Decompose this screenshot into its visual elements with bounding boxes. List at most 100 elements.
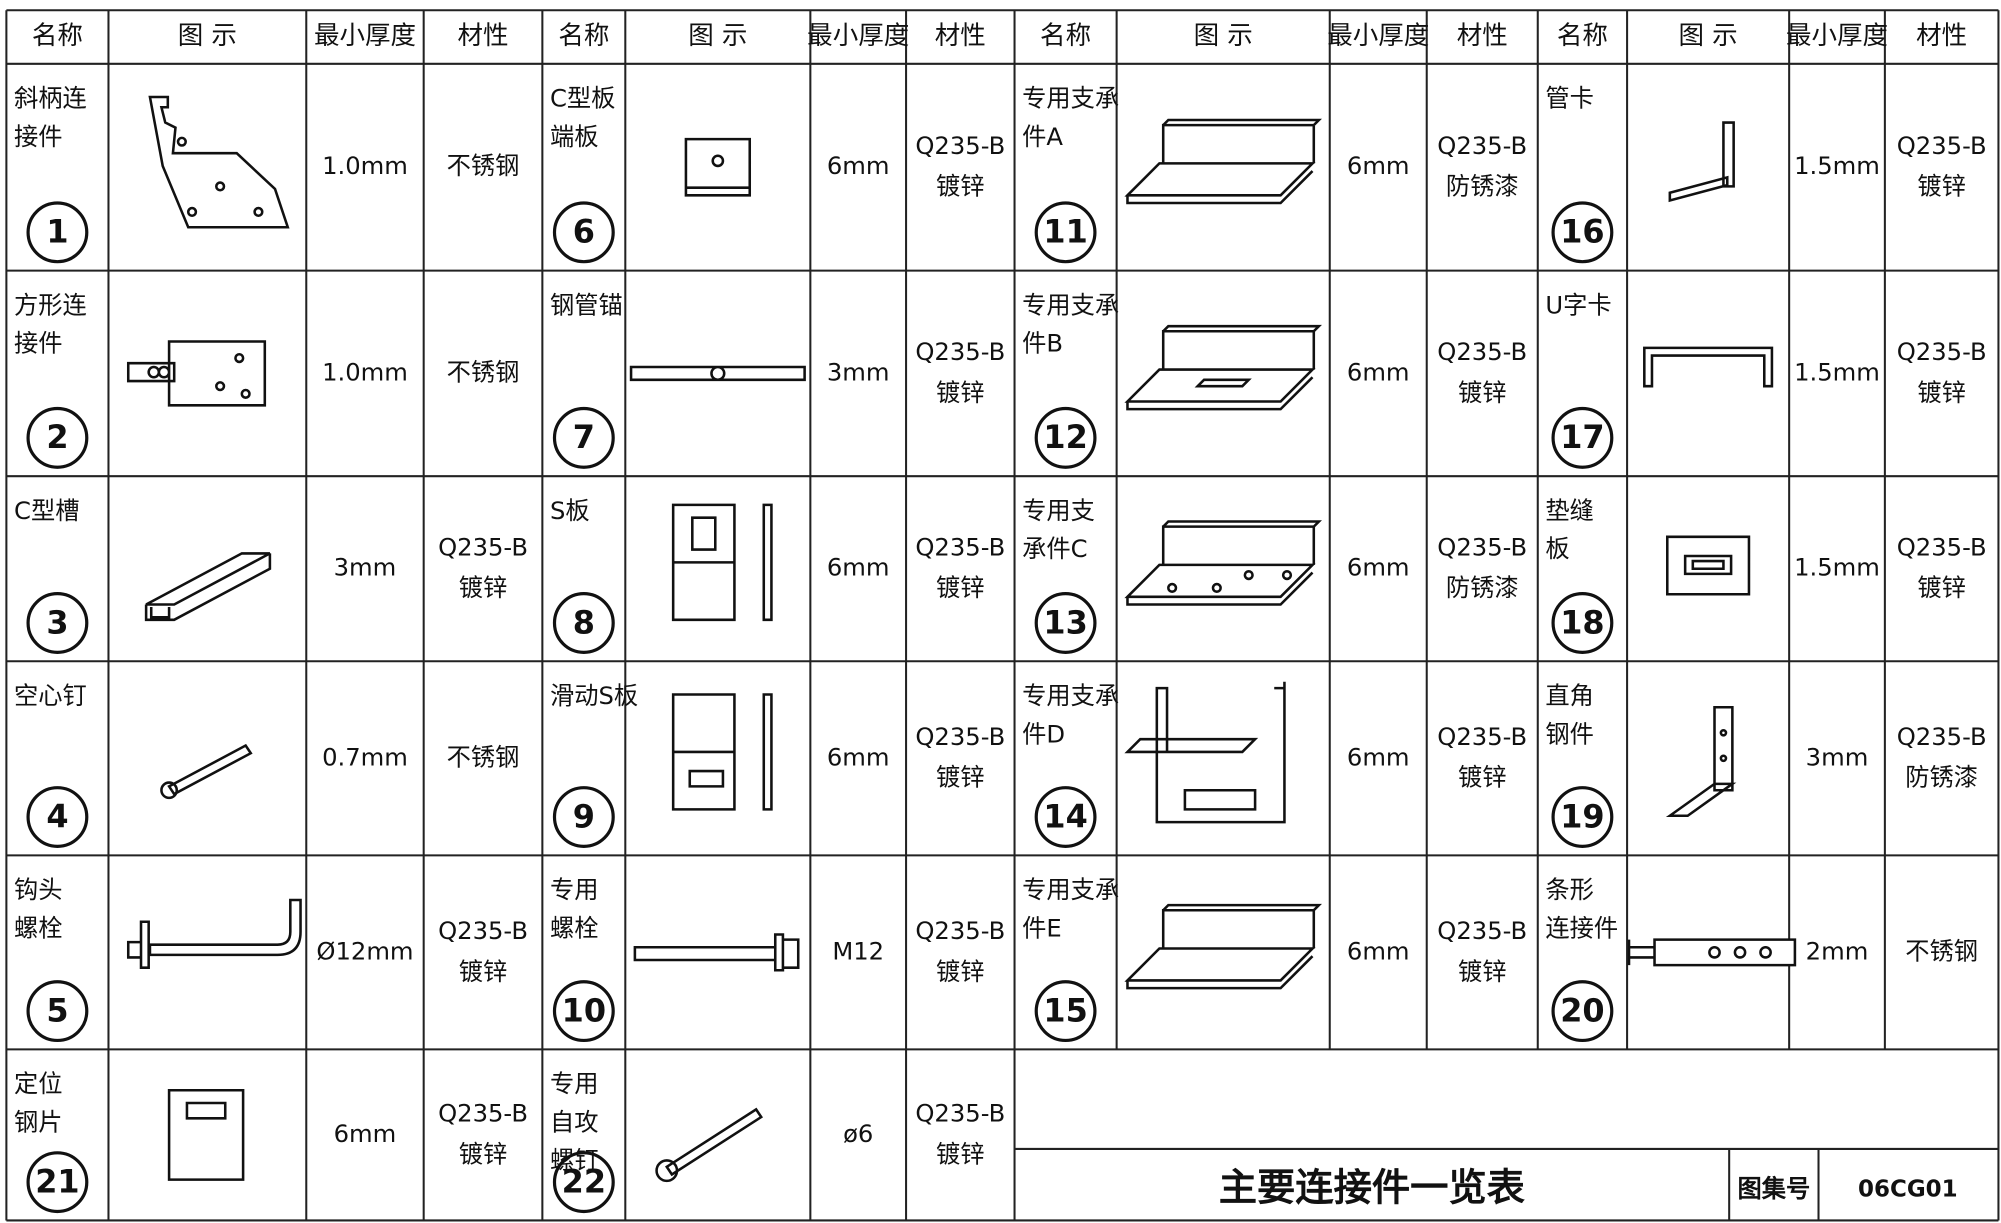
number-circle bbox=[1034, 980, 1097, 1043]
material: 防锈漆 bbox=[1446, 573, 1519, 602]
item-number: 6 bbox=[573, 213, 595, 251]
number-circle bbox=[1551, 201, 1614, 264]
material: 防锈漆 bbox=[1905, 763, 1978, 792]
item-name: 专用支承 bbox=[1022, 290, 1119, 319]
item-name: 空心钉 bbox=[14, 681, 87, 710]
thickness: 1.5mm bbox=[1794, 553, 1880, 582]
material: 镀锌 bbox=[936, 378, 985, 407]
material: 不锈钢 bbox=[447, 742, 520, 771]
item-name: 件A bbox=[1022, 122, 1063, 151]
material: Q235-B bbox=[915, 131, 1005, 160]
material: Q235-B bbox=[1437, 722, 1527, 751]
material: Q235-B bbox=[438, 1098, 528, 1127]
item-name: 定位 bbox=[14, 1069, 63, 1098]
thickness: 6mm bbox=[1347, 357, 1410, 386]
item-name: 件B bbox=[1022, 329, 1063, 358]
material: 镀锌 bbox=[1458, 957, 1507, 986]
illustration bbox=[126, 340, 267, 407]
thickness: 2mm bbox=[1806, 936, 1869, 965]
column-header: 图 示 bbox=[178, 21, 237, 51]
item-name: 专用 bbox=[550, 875, 599, 904]
column-header: 名称 bbox=[558, 21, 609, 51]
item-number: 9 bbox=[573, 797, 595, 835]
item-number: 1 bbox=[46, 213, 68, 251]
number-circle bbox=[552, 406, 615, 469]
item-name: 端板 bbox=[550, 122, 599, 151]
number-circle bbox=[1034, 786, 1097, 848]
material: Q235-B bbox=[1897, 131, 1987, 160]
illustration bbox=[1124, 903, 1322, 990]
illustration bbox=[1124, 118, 1322, 205]
thickness: 6mm bbox=[1347, 936, 1410, 965]
thickness: 6mm bbox=[827, 742, 890, 771]
thickness: 3mm bbox=[1806, 742, 1869, 771]
thickness: 3mm bbox=[334, 553, 397, 582]
item-name: U字卡 bbox=[1545, 290, 1611, 319]
thickness: M12 bbox=[832, 936, 884, 965]
thickness: 6mm bbox=[827, 151, 890, 180]
number-circle bbox=[1551, 786, 1614, 848]
item-name: 斜柄连 bbox=[14, 84, 87, 113]
item-number: 17 bbox=[1560, 418, 1604, 456]
item-number: 3 bbox=[46, 603, 68, 641]
illustration bbox=[1665, 705, 1737, 818]
item-name: 垫缝 bbox=[1545, 496, 1594, 525]
item-name: 件D bbox=[1022, 719, 1065, 748]
number-circle bbox=[552, 1151, 615, 1214]
item-number: 10 bbox=[562, 991, 606, 1029]
column-header: 图 示 bbox=[688, 21, 747, 51]
thickness: Ø12mm bbox=[316, 936, 413, 965]
item-name: 连接件 bbox=[1545, 913, 1618, 942]
item-name: C型板 bbox=[550, 84, 615, 113]
illustration bbox=[148, 95, 290, 229]
item-number: 13 bbox=[1043, 603, 1087, 641]
number-circle bbox=[1034, 592, 1097, 654]
column-header: 材性 bbox=[458, 21, 509, 51]
item-number: 14 bbox=[1043, 797, 1087, 835]
material: Q235-B bbox=[915, 532, 1005, 561]
material: Q235-B bbox=[1437, 131, 1527, 160]
item-number: 11 bbox=[1043, 213, 1087, 251]
thickness: 1.0mm bbox=[322, 151, 408, 180]
thickness: 0.7mm bbox=[322, 742, 408, 771]
illustration bbox=[671, 503, 773, 622]
material: Q235-B bbox=[915, 1098, 1005, 1127]
material: 镀锌 bbox=[936, 1139, 985, 1168]
number-circle bbox=[552, 980, 615, 1043]
illustration bbox=[167, 1088, 245, 1181]
item-name: 接件 bbox=[14, 329, 63, 358]
illustration bbox=[655, 1107, 764, 1183]
illustration bbox=[1643, 346, 1774, 388]
item-name: 板 bbox=[1545, 534, 1569, 563]
column-header: 图 示 bbox=[1194, 21, 1253, 51]
column-header: 材性 bbox=[935, 21, 986, 51]
number-circle bbox=[26, 786, 89, 848]
thickness: 6mm bbox=[1347, 742, 1410, 771]
illustration bbox=[629, 365, 806, 382]
material: Q235-B bbox=[1897, 532, 1987, 561]
item-name: 螺栓 bbox=[14, 913, 63, 942]
atlas-label: 图集号 bbox=[1737, 1174, 1810, 1203]
item-number: 22 bbox=[562, 1162, 606, 1200]
thickness: 3mm bbox=[827, 357, 890, 386]
item-name: 接件 bbox=[14, 122, 63, 151]
number-circle bbox=[1551, 592, 1614, 654]
column-header: 图 示 bbox=[1679, 21, 1738, 51]
item-name: C型槽 bbox=[14, 496, 79, 525]
item-name: 钢管锚 bbox=[550, 290, 623, 319]
item-number: 2 bbox=[46, 418, 68, 456]
material: Q235-B bbox=[1437, 532, 1527, 561]
material: 防锈漆 bbox=[1446, 172, 1519, 201]
illustration bbox=[1666, 535, 1751, 596]
material: Q235-B bbox=[1437, 916, 1527, 945]
thickness: 6mm bbox=[334, 1119, 397, 1148]
material: 镀锌 bbox=[1458, 378, 1507, 407]
item-name: 专用支承 bbox=[1022, 681, 1119, 710]
item-name: 专用支承 bbox=[1022, 875, 1119, 904]
item-name: 直角 bbox=[1545, 681, 1594, 710]
thickness: 6mm bbox=[1347, 553, 1410, 582]
illustration bbox=[1124, 324, 1322, 411]
illustration bbox=[671, 693, 773, 811]
item-name: 管卡 bbox=[1545, 84, 1594, 113]
